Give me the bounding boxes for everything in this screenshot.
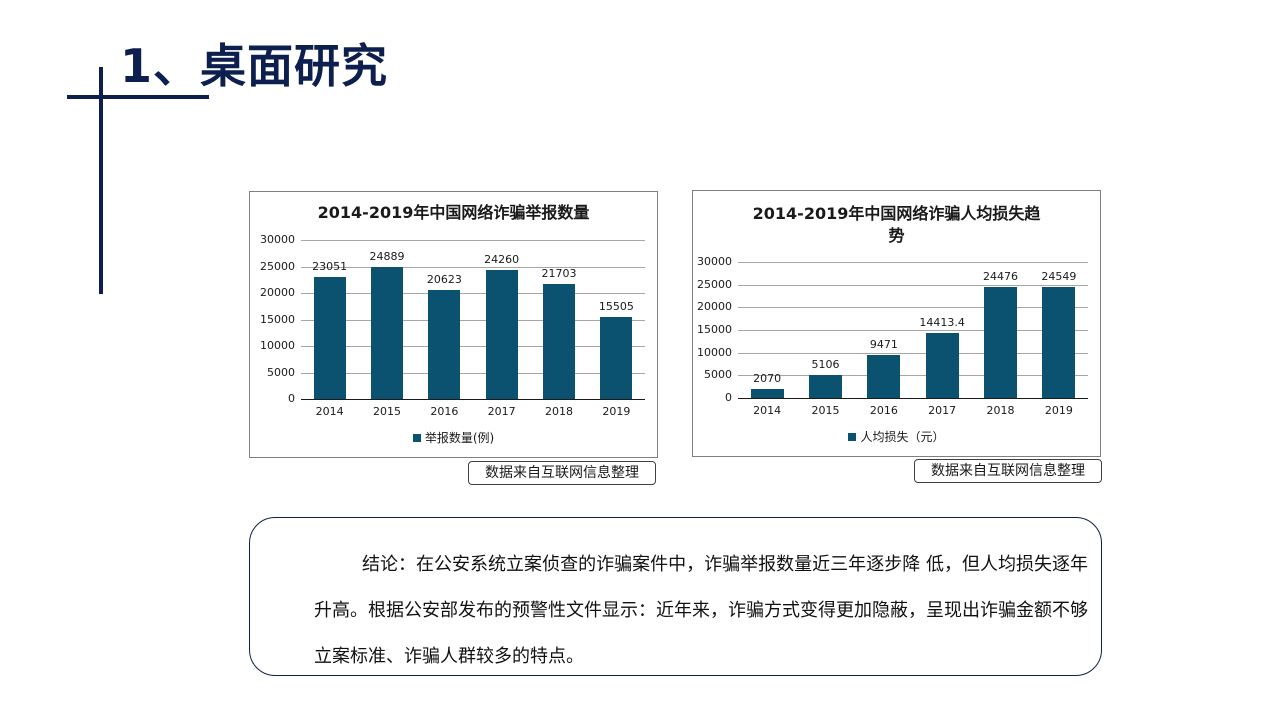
bar-2019: [600, 316, 633, 399]
gridline: [301, 293, 645, 294]
gridline: [738, 307, 1088, 308]
gridline: [738, 375, 1088, 376]
gridline: [738, 262, 1088, 263]
gridline: [301, 373, 645, 374]
x-tick-label: 2015: [373, 405, 401, 418]
gridline: [738, 353, 1088, 354]
x-tick-label: 2018: [986, 404, 1015, 417]
x-axis-line: [301, 399, 645, 400]
chart-legend: 举报数量(例): [249, 431, 658, 445]
bar-2016: [867, 355, 901, 398]
data-label: 14413.4: [919, 315, 965, 329]
y-tick-label: 0: [288, 392, 295, 405]
bar-2016: [428, 289, 461, 399]
page-title: 1、桌面研究: [120, 39, 389, 93]
data-label: 20623: [426, 272, 462, 286]
data-label: 24476: [983, 270, 1018, 284]
x-tick-label: 2019: [1044, 404, 1073, 417]
data-label: 21703: [541, 266, 577, 280]
chart-per-capita-loss: 2014-2019年中国网络诈骗人均损失趋 势: [692, 190, 1101, 457]
decorative-vertical-line: [99, 67, 103, 294]
decorative-horizontal-line: [67, 95, 209, 99]
gridline: [738, 285, 1088, 286]
bar-2019: [1042, 286, 1076, 398]
bar-2014: [750, 388, 784, 398]
chart-title: 2014-2019年中国网络诈骗举报数量: [317, 203, 590, 222]
x-tick-label: 2015: [811, 404, 840, 417]
x-axis-line: [738, 398, 1088, 399]
source-tag: 数据来自互联网信息整理: [468, 461, 656, 485]
source-tag: 数据来自互联网信息整理: [914, 459, 1102, 483]
gridline: [301, 346, 645, 347]
legend-swatch-icon: [412, 434, 421, 442]
y-tick-label: 5000: [267, 366, 295, 379]
gridline: [738, 330, 1088, 331]
conclusion-text: 结论：在公安系统立案侦查的诈骗案件中，诈骗举报数量近三年逐步降 低，但人均损失逐…: [314, 554, 1088, 667]
y-tick-label: 30000: [697, 255, 732, 268]
gridline: [301, 240, 645, 241]
chart-title-line2: 势: [888, 226, 905, 245]
data-label: 24549: [1041, 269, 1077, 283]
bar-2018: [542, 283, 576, 399]
bar-2015: [808, 374, 843, 398]
y-tick-label: 20000: [697, 300, 732, 313]
x-tick-label: 2014: [315, 405, 344, 418]
x-tick-label: 2016: [430, 405, 459, 418]
y-tick-label: 15000: [697, 323, 732, 336]
chart-legend: 人均损失（元）: [692, 430, 1101, 444]
data-label: 15505: [598, 299, 634, 313]
x-tick-label: 2019: [602, 405, 631, 418]
bar-2017: [485, 270, 518, 399]
bar-2014: [313, 276, 346, 399]
y-tick-label: 25000: [697, 278, 732, 291]
data-label: 24889: [369, 250, 405, 264]
y-tick-label: 20000: [260, 286, 295, 299]
bar-2015: [370, 267, 404, 399]
legend-label: 举报数量(例): [424, 431, 495, 445]
bar-2018: [983, 287, 1018, 398]
gridline: [301, 320, 645, 321]
bar-2017: [925, 332, 959, 398]
legend-label: 人均损失（元）: [860, 430, 945, 444]
x-tick-label: 2018: [545, 405, 573, 418]
gridline: [301, 267, 645, 268]
data-label: 2070: [753, 371, 782, 385]
data-label: 9471: [869, 338, 898, 352]
chart-title: 2014-2019年中国网络诈骗人均损失趋: [752, 204, 1041, 223]
conclusion-box: 结论：在公安系统立案侦查的诈骗案件中，诈骗举报数量近三年逐步降 低，但人均损失逐…: [249, 517, 1102, 676]
y-tick-label: 15000: [260, 313, 295, 326]
x-tick-label: 2017: [487, 405, 516, 418]
y-tick-label: 30000: [260, 233, 295, 246]
x-tick-label: 2016: [869, 404, 898, 417]
y-tick-label: 5000: [704, 368, 732, 381]
y-tick-label: 0: [725, 391, 732, 404]
x-tick-label: 2014: [753, 404, 782, 417]
x-tick-label: 2017: [928, 404, 957, 417]
data-label: 23051: [312, 259, 348, 273]
y-tick-label: 10000: [260, 339, 295, 352]
data-label: 24260: [484, 253, 520, 267]
data-label: 5106: [811, 357, 840, 371]
y-tick-label: 10000: [697, 346, 732, 359]
legend-swatch-icon: [848, 433, 857, 441]
y-tick-label: 25000: [260, 260, 295, 273]
